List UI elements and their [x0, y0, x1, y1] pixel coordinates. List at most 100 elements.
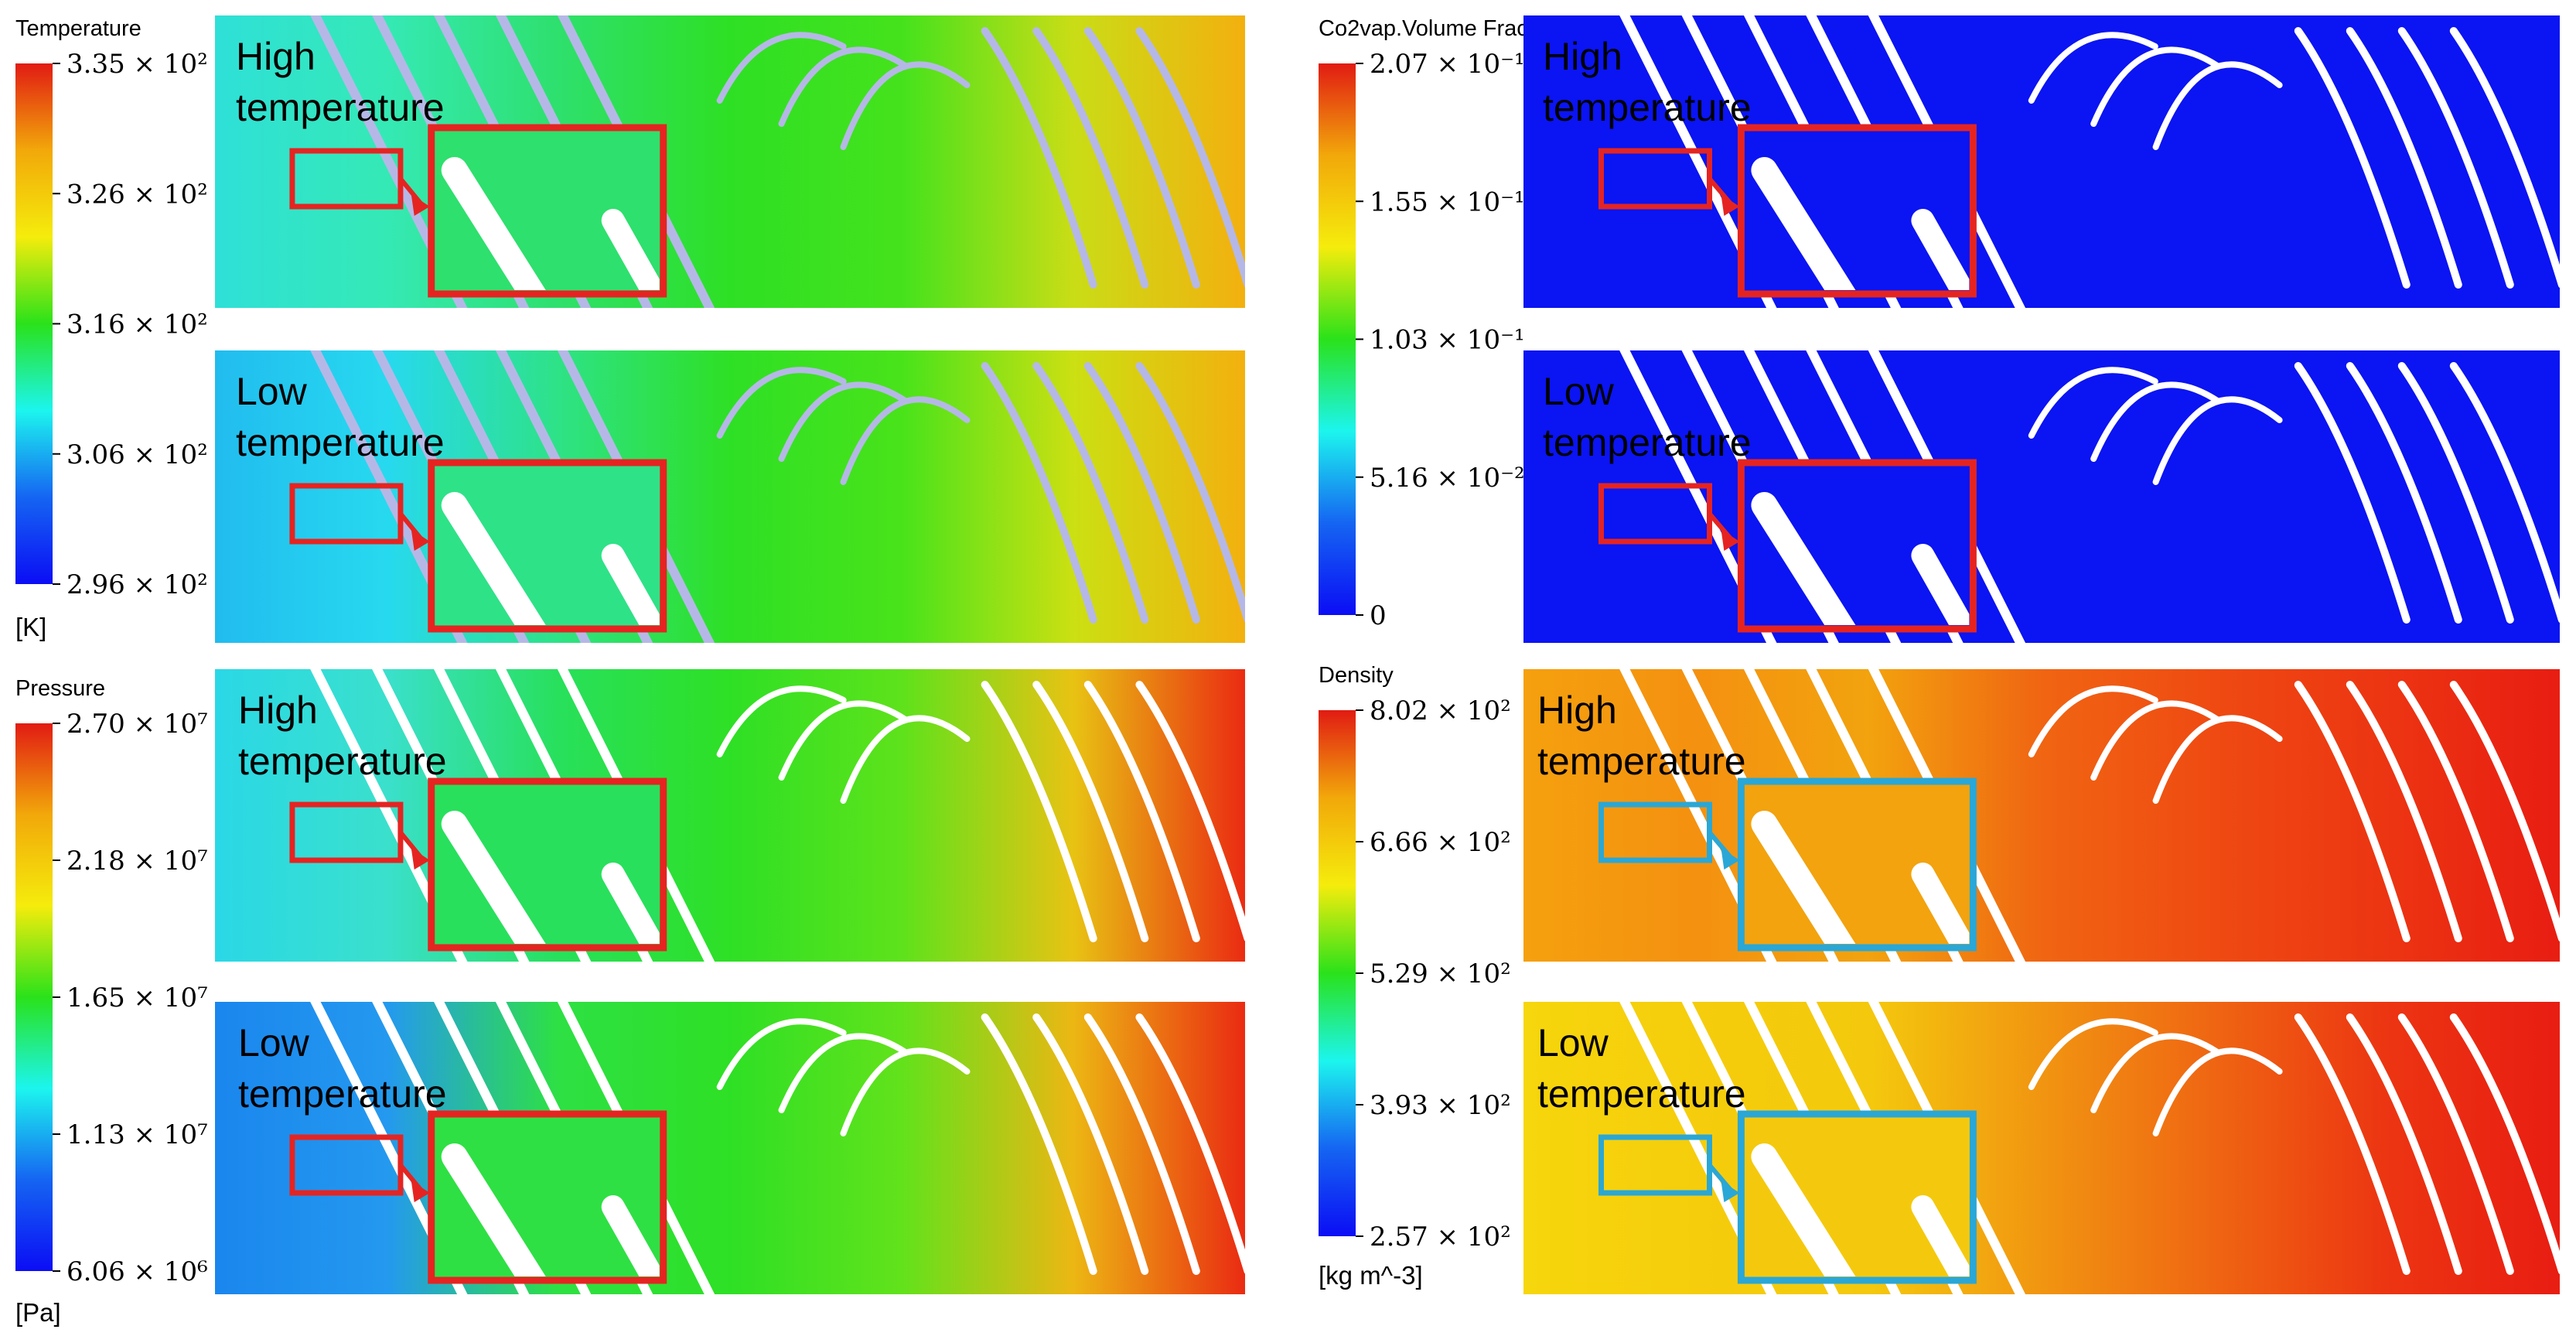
volume_fraction-legend: Co2vap.Volume Fraction 2.07 × 10⁻¹ 1.55 × …: [1319, 16, 1564, 631]
blade: [2346, 27, 2462, 289]
contour-field: [1523, 669, 2560, 962]
colorbar-tick-label: 2.18 × 10⁷: [67, 846, 208, 877]
colorbar-tick-label: 2.96 × 10²: [67, 569, 208, 600]
arrowhead: [1721, 1181, 1740, 1202]
arrowhead: [411, 1181, 430, 1202]
colorbar-tick-label: 6.06 × 10⁶: [67, 1256, 208, 1287]
zoomed-blade: [441, 1143, 546, 1276]
zoomed-blade: [1751, 811, 1856, 944]
zoom-inset: [1737, 777, 1977, 952]
blade: [2294, 1013, 2411, 1275]
curved-blade: [2152, 1047, 2283, 1136]
arrowhead: [411, 529, 430, 551]
zoomed-blade: [441, 811, 546, 944]
blade: [2449, 1013, 2560, 1275]
case-label-line1: High: [236, 35, 316, 78]
pressure-contour-low: Low temperature: [215, 1002, 1245, 1294]
volume_fraction-contour-high: High temperature: [1523, 15, 2560, 308]
curved-blade: [840, 715, 971, 804]
zoomed-blade: [601, 1195, 660, 1276]
temperature-contour-low: Low temperature: [215, 350, 1245, 643]
case-label-line1: High: [238, 689, 318, 732]
density-legend: Density 8.02 × 10² 6.66 × 10² 5.29 × 10² 3.9…: [1319, 663, 1511, 1290]
blade: [2346, 362, 2462, 624]
case-label-line2: temperature: [236, 421, 445, 464]
density-contour-high: High temperature: [1523, 669, 2560, 962]
curved-blade: [2152, 396, 2283, 485]
blade: [2397, 1013, 2514, 1275]
blade: [1032, 1013, 1149, 1275]
zoom-inset: [1737, 1110, 1977, 1284]
colorbar-tick-label: 2.07 × 10⁻¹: [1370, 49, 1525, 80]
zoomed-blade: [1911, 863, 1970, 944]
pressure-contour-high: High temperature: [215, 669, 1245, 962]
case-label-line2: temperature: [1543, 86, 1752, 129]
zoomed-blade: [1751, 157, 1856, 290]
colorbar: [15, 63, 53, 584]
curved-blade: [716, 685, 847, 757]
curved-blade: [778, 46, 909, 127]
blade: [1135, 27, 1245, 288]
legend-unit: [Pa]: [15, 1298, 61, 1327]
pressure-legend: Pressure 2.70 × 10⁷ 2.18 × 10⁷ 1.65 × 10⁷ 1.…: [15, 676, 208, 1327]
blade: [1135, 1013, 1245, 1274]
colorbar-tick-label: 1.65 × 10⁷: [67, 982, 208, 1013]
arrowhead: [1721, 194, 1740, 216]
colorbar-tick-label: 6.66 × 10²: [1370, 827, 1511, 858]
legend-title: Temperature: [15, 16, 142, 41]
case-label-line1: Low: [1537, 1021, 1609, 1064]
colorbar-tick-label: 3.26 × 10²: [67, 179, 208, 210]
zoomed-blade: [601, 544, 660, 625]
colorbar-tick-label: 3.06 × 10²: [67, 439, 208, 470]
arrowhead: [1721, 848, 1740, 870]
colorbar: [1319, 710, 1356, 1236]
case-label-line2: temperature: [236, 86, 445, 129]
colorbar-tick-label: 3.93 × 10²: [1370, 1090, 1511, 1121]
legend-unit: [K]: [15, 613, 46, 641]
zoom-inset-frame: [1737, 1110, 1977, 1284]
zoom-inset: [1737, 124, 1977, 298]
blade: [1032, 681, 1149, 942]
blade: [981, 27, 1097, 289]
blade: [2294, 362, 2411, 624]
curved-blade: [2090, 46, 2221, 127]
zoomed-blade: [1751, 492, 1856, 625]
curved-blade: [2028, 685, 2158, 757]
curved-blade: [716, 367, 847, 439]
colorbar-tick-label: 5.16 × 10⁻²: [1370, 463, 1525, 494]
blade: [1083, 1013, 1200, 1275]
colorbar-tick-label: 1.13 × 10⁷: [67, 1119, 208, 1150]
colorbar-tick-label: 8.02 × 10²: [1370, 695, 1511, 726]
curved-blade: [2090, 700, 2221, 781]
blade: [1083, 27, 1200, 289]
blade: [1083, 681, 1200, 942]
curved-blade: [2152, 61, 2283, 150]
curved-blade: [2090, 1033, 2221, 1113]
curved-blade: [2028, 32, 2158, 104]
arrowhead: [1721, 529, 1740, 551]
curved-blade: [778, 700, 909, 781]
temperature-legend: Temperature 3.35 × 10² 3.26 × 10² 3.16 × 10…: [15, 16, 208, 641]
colorbar-tick-label: 2.57 × 10²: [1370, 1222, 1511, 1252]
curved-blade: [778, 1033, 909, 1113]
zoomed-blade: [1911, 209, 1970, 290]
legend-title: Pressure: [15, 676, 105, 701]
legend-unit: [kg m^-3]: [1319, 1261, 1423, 1290]
blade: [1032, 27, 1149, 289]
colorbar: [15, 723, 53, 1271]
colorbar-tick-label: 0: [1370, 600, 1387, 631]
blade: [981, 681, 1097, 942]
curved-blade: [716, 32, 847, 104]
case-label-line2: temperature: [1537, 740, 1746, 783]
colorbar-tick-label: 5.29 × 10²: [1370, 959, 1511, 989]
blade: [2346, 681, 2462, 942]
colorbar-tick-label: 1.03 × 10⁻¹: [1370, 325, 1525, 356]
colorbar: [1319, 63, 1356, 615]
case-label-line1: Low: [236, 370, 308, 413]
zoomed-blade: [601, 863, 660, 944]
case-label-line1: High: [1543, 35, 1622, 78]
legend-title: Density: [1319, 663, 1394, 688]
zoomed-blade: [441, 157, 546, 290]
curved-blade: [2090, 381, 2221, 462]
curved-blade: [2152, 715, 2283, 804]
